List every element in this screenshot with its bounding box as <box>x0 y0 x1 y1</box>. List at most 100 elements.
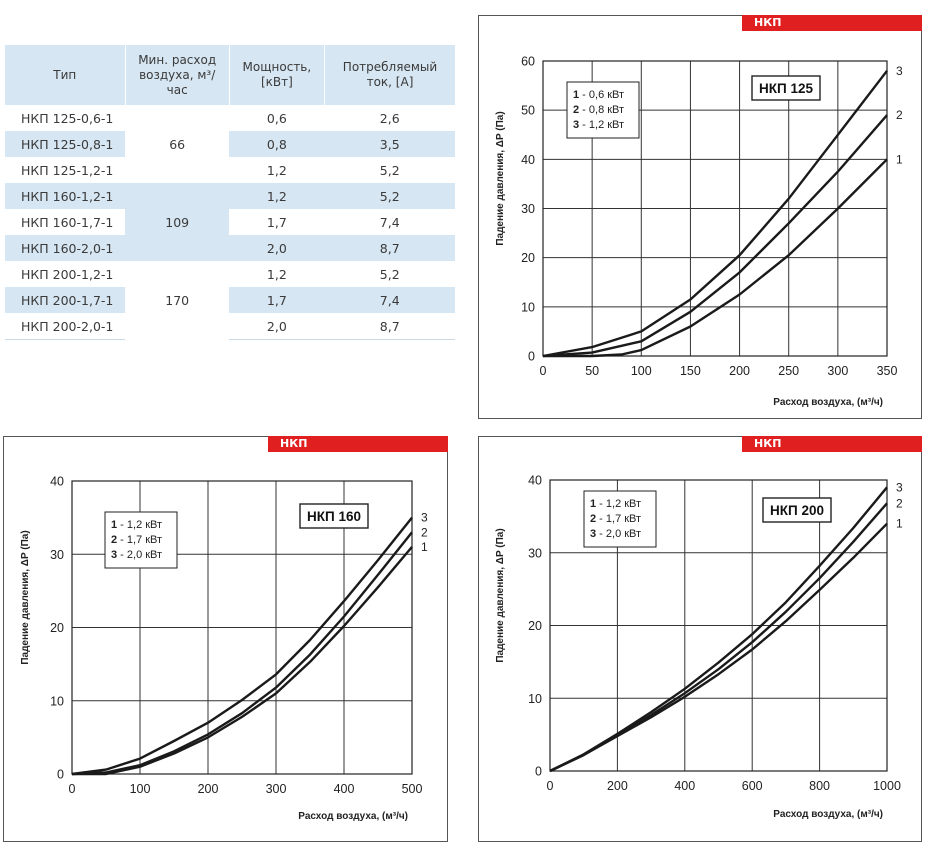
chart-panel-nkp125: НКП 0 50 100 150 200 250 300 350 0 10 20 30 40 50 60 1 2… <box>478 15 922 419</box>
series-label-1: 1 <box>421 540 428 554</box>
series-line-1 <box>72 546 413 776</box>
legend-entry: 2 - 0,8 кВт <box>573 104 624 116</box>
series-label-3: 3 <box>421 511 428 525</box>
y-tick-label: 0 <box>535 765 542 779</box>
plot-frame <box>71 480 413 775</box>
legend-entry-text: - 1,7 кВт <box>117 534 162 546</box>
cell-power: 1,7 <box>229 287 325 313</box>
legend-entry-number: 3 <box>590 528 596 540</box>
legend-box <box>583 490 657 548</box>
cell-current: 7,4 <box>379 214 400 230</box>
x-tick-label: 500 <box>402 782 423 796</box>
legend-entry-number: 1 <box>111 519 117 531</box>
cell-power: 1,2 <box>266 266 287 282</box>
cell-power: 2,0 <box>229 235 325 261</box>
table-row: НКП 200-1,2-1 170 1,2 5,2 <box>5 261 455 308</box>
table-row: НКП 200-1,7-1 1,7 7,4 <box>5 287 455 313</box>
y-axis-label: Падение давления, ΔP (Па) <box>495 528 506 662</box>
pressure-drop-chart-nkp200: 0 200 400 600 800 1000 0 10 20 30 40 1 2 3 Расход возд… <box>495 474 903 821</box>
x-tick-label: 300 <box>266 782 287 796</box>
header-min-flow: Мин. расход воздуха, м³/час <box>125 45 230 105</box>
cell-power: 1,2 <box>266 162 287 178</box>
y-tick-label: 30 <box>521 202 535 216</box>
legend-entry: 2 - 1,7 кВт <box>590 513 641 525</box>
chart-panel-nkp160: НКП 0 100 200 300 400 500 0 10 20 30 40 1 2 3 Расход в… <box>3 436 448 842</box>
series-label-3: 3 <box>896 64 903 78</box>
legend-entry-text: - 0,6 кВт <box>579 89 624 101</box>
x-axis-label: Расход воздуха, (м³/ч) <box>773 397 883 408</box>
legend-entry-number: 3 <box>573 119 579 131</box>
header-min-flow-label: Мин. расход воздуха, м³/час <box>138 52 217 97</box>
legend-entry: 3 - 1,2 кВт <box>573 119 624 131</box>
cell-type: НКП 125-0,8-1 <box>5 131 126 157</box>
header-power: Мощность, [кВт] <box>229 45 325 105</box>
x-tick-label: 200 <box>729 364 750 378</box>
chart-title: НКП 125 <box>759 81 813 96</box>
pressure-drop-chart-nkp125: 0 50 100 150 200 250 300 350 0 10 20 30 40 50 60 1 2 3 Рас… <box>495 55 903 409</box>
legend-box <box>566 81 640 139</box>
series-label-2: 2 <box>421 525 428 539</box>
y-axis-label: Падение давления, ΔP (Па) <box>20 530 31 664</box>
table-row: НКП 125-1,2-1 1,2 5,2 <box>5 157 455 183</box>
legend-entry: 3 - 2,0 кВт <box>590 528 641 540</box>
chart-badge: НКП <box>742 15 922 31</box>
chart-badge: НКП <box>742 436 922 452</box>
chart-title: НКП 160 <box>307 509 361 524</box>
y-tick-label: 40 <box>521 153 535 167</box>
x-tick-label: 350 <box>877 364 898 378</box>
legend-entry: 3 - 2,0 кВт <box>111 549 162 561</box>
legend-entry-text: - 2,0 кВт <box>596 528 641 540</box>
cell-current: 5,2 <box>324 183 455 209</box>
cell-type: НКП 125-0,6-1 <box>21 110 114 126</box>
legend-entry-number: 3 <box>111 549 117 561</box>
spec-table: Тип Мин. расход воздуха, м³/час Мощность… <box>5 45 455 340</box>
cell-power: 2,0 <box>229 313 325 340</box>
cell-power: 0,8 <box>229 131 325 157</box>
legend-entry: 1 - 1,2 кВт <box>590 498 641 510</box>
table-header-row: Тип Мин. расход воздуха, м³/час Мощность… <box>5 45 455 105</box>
legend-entry-number: 1 <box>590 498 596 510</box>
legend-entry-text: - 1,7 кВт <box>596 513 641 525</box>
chart-panel-nkp200: НКП 0 200 400 600 800 1000 0 10 20 30 40 1 2 3 Расход … <box>478 436 922 842</box>
legend-entry: 1 - 0,6 кВт <box>573 89 624 101</box>
chart-title-box <box>299 503 369 529</box>
y-tick-label: 30 <box>50 548 64 562</box>
y-tick-label: 10 <box>528 692 542 706</box>
x-tick-label: 400 <box>674 779 695 793</box>
legend-entry: 2 - 1,7 кВт <box>111 534 162 546</box>
cell-current: 3,5 <box>324 131 455 157</box>
cell-current: 7,4 <box>324 287 455 313</box>
table-row: НКП 160-1,2-1 109 1,2 5,2 <box>5 183 455 261</box>
series-label-1: 1 <box>896 517 903 531</box>
cell-type: НКП 160-1,7-1 <box>21 214 114 230</box>
y-tick-label: 20 <box>521 251 535 265</box>
cell-power: 0,6 <box>266 110 287 126</box>
x-axis-label: Расход воздуха, (м³/ч) <box>298 811 408 822</box>
cell-type: НКП 160-2,0-1 <box>5 235 126 261</box>
table-row: НКП 125-0,6-1 66 0,6 2,6 <box>5 105 455 152</box>
y-axis-label: Падение давления, ΔP (Па) <box>495 111 506 245</box>
legend-entry-text: - 1,2 кВт <box>596 498 641 510</box>
x-axis-label: Расход воздуха, (м³/ч) <box>773 809 883 820</box>
y-tick-label: 0 <box>57 768 64 782</box>
series-label-1: 1 <box>896 152 903 166</box>
series-line-3 <box>549 486 888 773</box>
x-tick-label: 0 <box>69 782 76 796</box>
y-tick-label: 10 <box>50 694 64 708</box>
series-line-2 <box>542 114 888 358</box>
y-tick-label: 20 <box>50 621 64 635</box>
cell-type: НКП 125-1,2-1 <box>21 162 114 178</box>
y-tick-label: 30 <box>528 546 542 560</box>
x-tick-label: 150 <box>680 364 701 378</box>
chart-badge: НКП <box>268 436 448 452</box>
series-line-2 <box>71 531 413 776</box>
cell-current: 8,7 <box>324 313 455 340</box>
cell-power: 1,7 <box>266 214 287 230</box>
x-tick-label: 200 <box>198 782 219 796</box>
table-row: НКП 160-2,0-1 2,0 8,7 <box>5 235 455 261</box>
y-tick-label: 20 <box>528 619 542 633</box>
x-tick-label: 1000 <box>873 779 901 793</box>
y-tick-label: 40 <box>528 474 542 488</box>
chart-title-box <box>751 75 821 101</box>
